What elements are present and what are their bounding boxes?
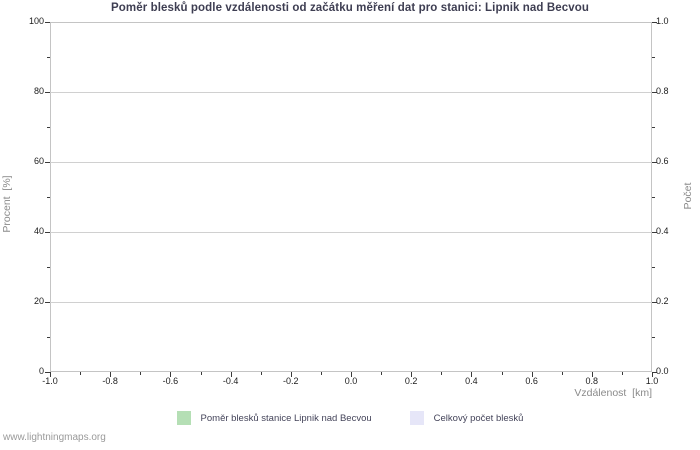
x-axis-major-tick [351, 372, 352, 377]
legend-swatch-lavender [409, 411, 424, 425]
x-axis-tick-label: -0.6 [162, 376, 179, 386]
x-axis-tick-label: 0.8 [585, 376, 599, 386]
y2-axis-tick-label: 0.6 [656, 156, 669, 166]
x-axis-minor-tick [561, 372, 563, 375]
x-axis-major-tick [531, 372, 533, 377]
legend-item-station-ratio: Poměr blesků stanice Lipnik nad Becvou [176, 411, 372, 425]
y-axis-tick-label: 80 [33, 86, 44, 96]
x-axis-minor-tick [501, 372, 503, 375]
y2-axis-tick-label: 0.0 [656, 366, 669, 376]
x-axis-minor-tick [200, 372, 202, 375]
y2-axis-minor-tick [652, 337, 655, 338]
x-axis-major-tick [591, 372, 593, 377]
y2-axis-tick-label: 0.4 [656, 226, 669, 236]
legend: Poměr blesků stanice Lipnik nad Becvou C… [0, 409, 700, 427]
y-axis-minor-tick [47, 337, 50, 338]
y-axis-tick-label: 0 [38, 366, 44, 376]
y-axis-major-tick [45, 372, 50, 373]
y2-axis-major-tick [652, 302, 657, 303]
gridline [50, 302, 652, 303]
y2-axis-major-tick [652, 372, 657, 373]
y2-axis-tick-label: 0.2 [656, 296, 669, 306]
legend-label: Celkový počet blesků [433, 412, 524, 424]
x-axis-tick-label: 1.0 [645, 376, 659, 386]
y-axis-tick-label: 20 [33, 296, 44, 306]
y-axis-minor-tick [47, 267, 50, 268]
legend-item-total-count: Celkový počet blesků [409, 411, 524, 425]
x-axis-tick-label: -1.0 [42, 376, 58, 386]
legend-swatch-green [176, 411, 191, 425]
x-axis-tick-label: -0.2 [283, 376, 299, 386]
x-axis-major-tick [411, 372, 413, 377]
y-axis-major-tick [45, 92, 50, 93]
watermark-link[interactable]: www.lightningmaps.org [3, 432, 106, 443]
x-axis-major-tick [50, 372, 51, 377]
x-axis-major-tick [652, 372, 653, 377]
y2-axis-major-tick [652, 162, 657, 163]
y-axis-tick-label: 40 [33, 226, 44, 236]
y-axis-minor-tick [47, 57, 50, 58]
x-axis-tick-label: -0.4 [222, 376, 239, 386]
y-axis-minor-tick [47, 127, 50, 128]
y2-axis-tick-label: 0.8 [656, 86, 669, 96]
y-axis-major-tick [45, 22, 50, 23]
gridline [50, 92, 652, 93]
y-axis-major-tick [45, 302, 50, 303]
gridline [50, 162, 652, 163]
y-axis-major-tick [45, 162, 50, 163]
y2-axis-tick-label: 1.0 [656, 16, 669, 26]
x-axis-major-tick [471, 372, 473, 377]
x-axis-tick-label: 0.6 [525, 376, 538, 386]
chart-title: Poměr blesků podle vzdálenosti od začátk… [111, 2, 589, 14]
x-axis-minor-tick [441, 372, 443, 375]
y2-axis-minor-tick [652, 267, 655, 268]
y2-axis-major-tick [652, 92, 657, 93]
x-axis-minor-tick [381, 372, 383, 375]
y-axis-minor-tick [47, 197, 50, 198]
x-axis-tick-label: 0.4 [465, 376, 478, 386]
y-axis-major-tick [45, 232, 50, 233]
y2-axis-major-tick [652, 232, 657, 233]
y-axis-tick-label: 100 [28, 16, 44, 26]
x-axis-major-tick [290, 372, 292, 377]
x-axis-title: Vzdálenost [km] [574, 387, 652, 399]
y2-axis-minor-tick [652, 57, 655, 58]
y2-axis-major-tick [652, 22, 657, 23]
gridline [50, 232, 652, 233]
x-axis-minor-tick [621, 372, 623, 375]
plot-area [50, 22, 652, 372]
x-axis-major-tick [230, 372, 232, 377]
x-axis-tick-label: -0.8 [102, 376, 118, 386]
x-axis-minor-tick [80, 372, 82, 375]
y2-axis-minor-tick [652, 197, 655, 198]
left-axis-title: Procent [%] [1, 175, 13, 233]
y2-axis-minor-tick [652, 127, 655, 128]
x-axis-minor-tick [140, 372, 142, 375]
x-axis-major-tick [170, 372, 172, 377]
x-axis-major-tick [110, 372, 112, 377]
x-axis-minor-tick [320, 372, 322, 375]
y-axis-tick-label: 60 [33, 156, 44, 166]
x-axis-tick-label: 0.2 [404, 376, 418, 386]
x-axis-minor-tick [260, 372, 262, 375]
legend-label: Poměr blesků stanice Lipnik nad Becvou [200, 412, 372, 424]
x-axis-tick-label: 0.0 [344, 376, 358, 386]
